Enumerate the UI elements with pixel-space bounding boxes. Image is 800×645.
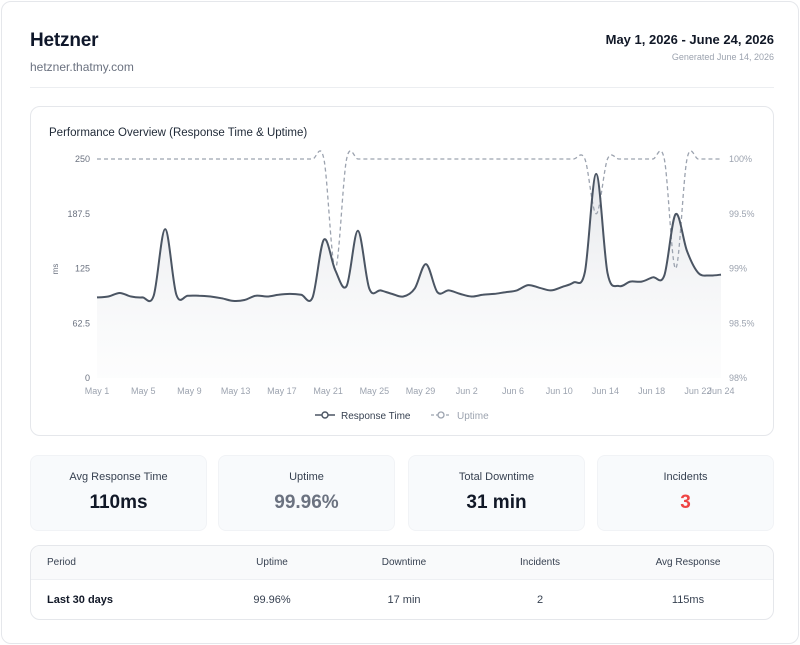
column-header-downtime: Downtime	[381, 557, 427, 568]
x-tick-label: May 29	[406, 386, 436, 396]
stat-label: Total Downtime	[458, 471, 535, 483]
cell-downtime: 17 min	[387, 594, 421, 606]
y-tick-label: 250	[75, 154, 90, 164]
stat-label: Incidents	[663, 471, 708, 483]
y-axis-label: ms	[51, 264, 60, 275]
x-tick-label: May 1	[85, 386, 110, 396]
host-name: hetzner.thatmy.com	[30, 60, 134, 74]
uptime-series-line	[96, 150, 721, 270]
stat-total-downtime: Total Downtime 31 min	[408, 455, 585, 531]
cell-period: Last 30 days	[47, 594, 114, 606]
y2-tick-label: 99.5%	[729, 209, 755, 219]
x-tick-label: May 17	[267, 386, 297, 396]
stat-value: 99.96%	[274, 492, 339, 513]
legend-response-marker	[321, 411, 329, 419]
y-tick-label: 187.5	[67, 209, 90, 219]
x-tick-label: May 5	[131, 386, 156, 396]
stat-avg-response: Avg Response Time 110ms	[30, 455, 207, 531]
table-row: Last 30 days 99.96% 17 min 2 115ms	[31, 580, 773, 619]
date-range: May 1, 2026 - June 24, 2026	[605, 32, 774, 47]
x-tick-label: Jun 18	[638, 386, 665, 396]
stat-label: Uptime	[289, 471, 324, 483]
stat-uptime: Uptime 99.96%	[218, 455, 395, 531]
cell-uptime: 99.96%	[253, 594, 291, 606]
x-tick-label: May 25	[360, 386, 390, 396]
stat-label: Avg Response Time	[69, 471, 168, 483]
response-time-area	[97, 173, 721, 378]
stat-value: 3	[680, 492, 691, 513]
x-tick-label: Jun 2	[456, 386, 478, 396]
table-header: Period Uptime Downtime Incidents Avg Res…	[31, 546, 773, 580]
stat-incidents: Incidents 3	[597, 455, 774, 531]
x-tick-label: May 13	[221, 386, 251, 396]
brand-title: Hetzner	[30, 30, 99, 51]
y-tick-label: 0	[85, 373, 90, 383]
legend-uptime-label: Uptime	[457, 411, 489, 422]
x-tick-label: Jun 22	[684, 386, 711, 396]
report-header: Hetzner hetzner.thatmy.com May 1, 2026 -…	[30, 30, 774, 88]
column-header-period: Period	[47, 557, 76, 568]
y2-tick-label: 99%	[729, 264, 747, 274]
y2-tick-label: 98.5%	[729, 318, 755, 328]
y2-tick-label: 100%	[729, 154, 752, 164]
column-header-avg-response: Avg Response	[655, 557, 721, 568]
chart-title: Performance Overview (Response Time & Up…	[49, 127, 308, 139]
x-tick-label: May 9	[177, 386, 202, 396]
stat-value: 110ms	[89, 492, 148, 513]
column-header-uptime: Uptime	[256, 557, 288, 568]
x-tick-label: Jun 24	[707, 386, 734, 396]
x-tick-label: May 21	[313, 386, 343, 396]
x-tick-label: Jun 10	[546, 386, 573, 396]
cell-avg-response: 115ms	[671, 594, 705, 606]
response-time-series-line	[96, 172, 722, 303]
performance-chart: 0 62.5 125 187.5 250 98% 98.5% 99% 99.5% 100% ms Ma…	[51, 150, 755, 422]
y2-tick-label: 98%	[729, 373, 747, 383]
x-tick-label: Jun 14	[592, 386, 619, 396]
x-tick-label: Jun 6	[502, 386, 524, 396]
legend-uptime-marker	[437, 411, 445, 419]
y-tick-label: 62.5	[72, 318, 90, 328]
performance-chart-card: Performance Overview (Response Time & Up…	[30, 106, 774, 436]
column-header-incidents: Incidents	[519, 557, 561, 568]
generated-date: Generated June 14, 2026	[671, 52, 774, 62]
uptime-table: Period Uptime Downtime Incidents Avg Res…	[30, 545, 774, 620]
legend-response-label: Response Time	[341, 411, 411, 422]
y-tick-label: 125	[75, 264, 90, 274]
stat-value: 31 min	[466, 492, 527, 513]
cell-incidents: 2	[536, 594, 544, 606]
